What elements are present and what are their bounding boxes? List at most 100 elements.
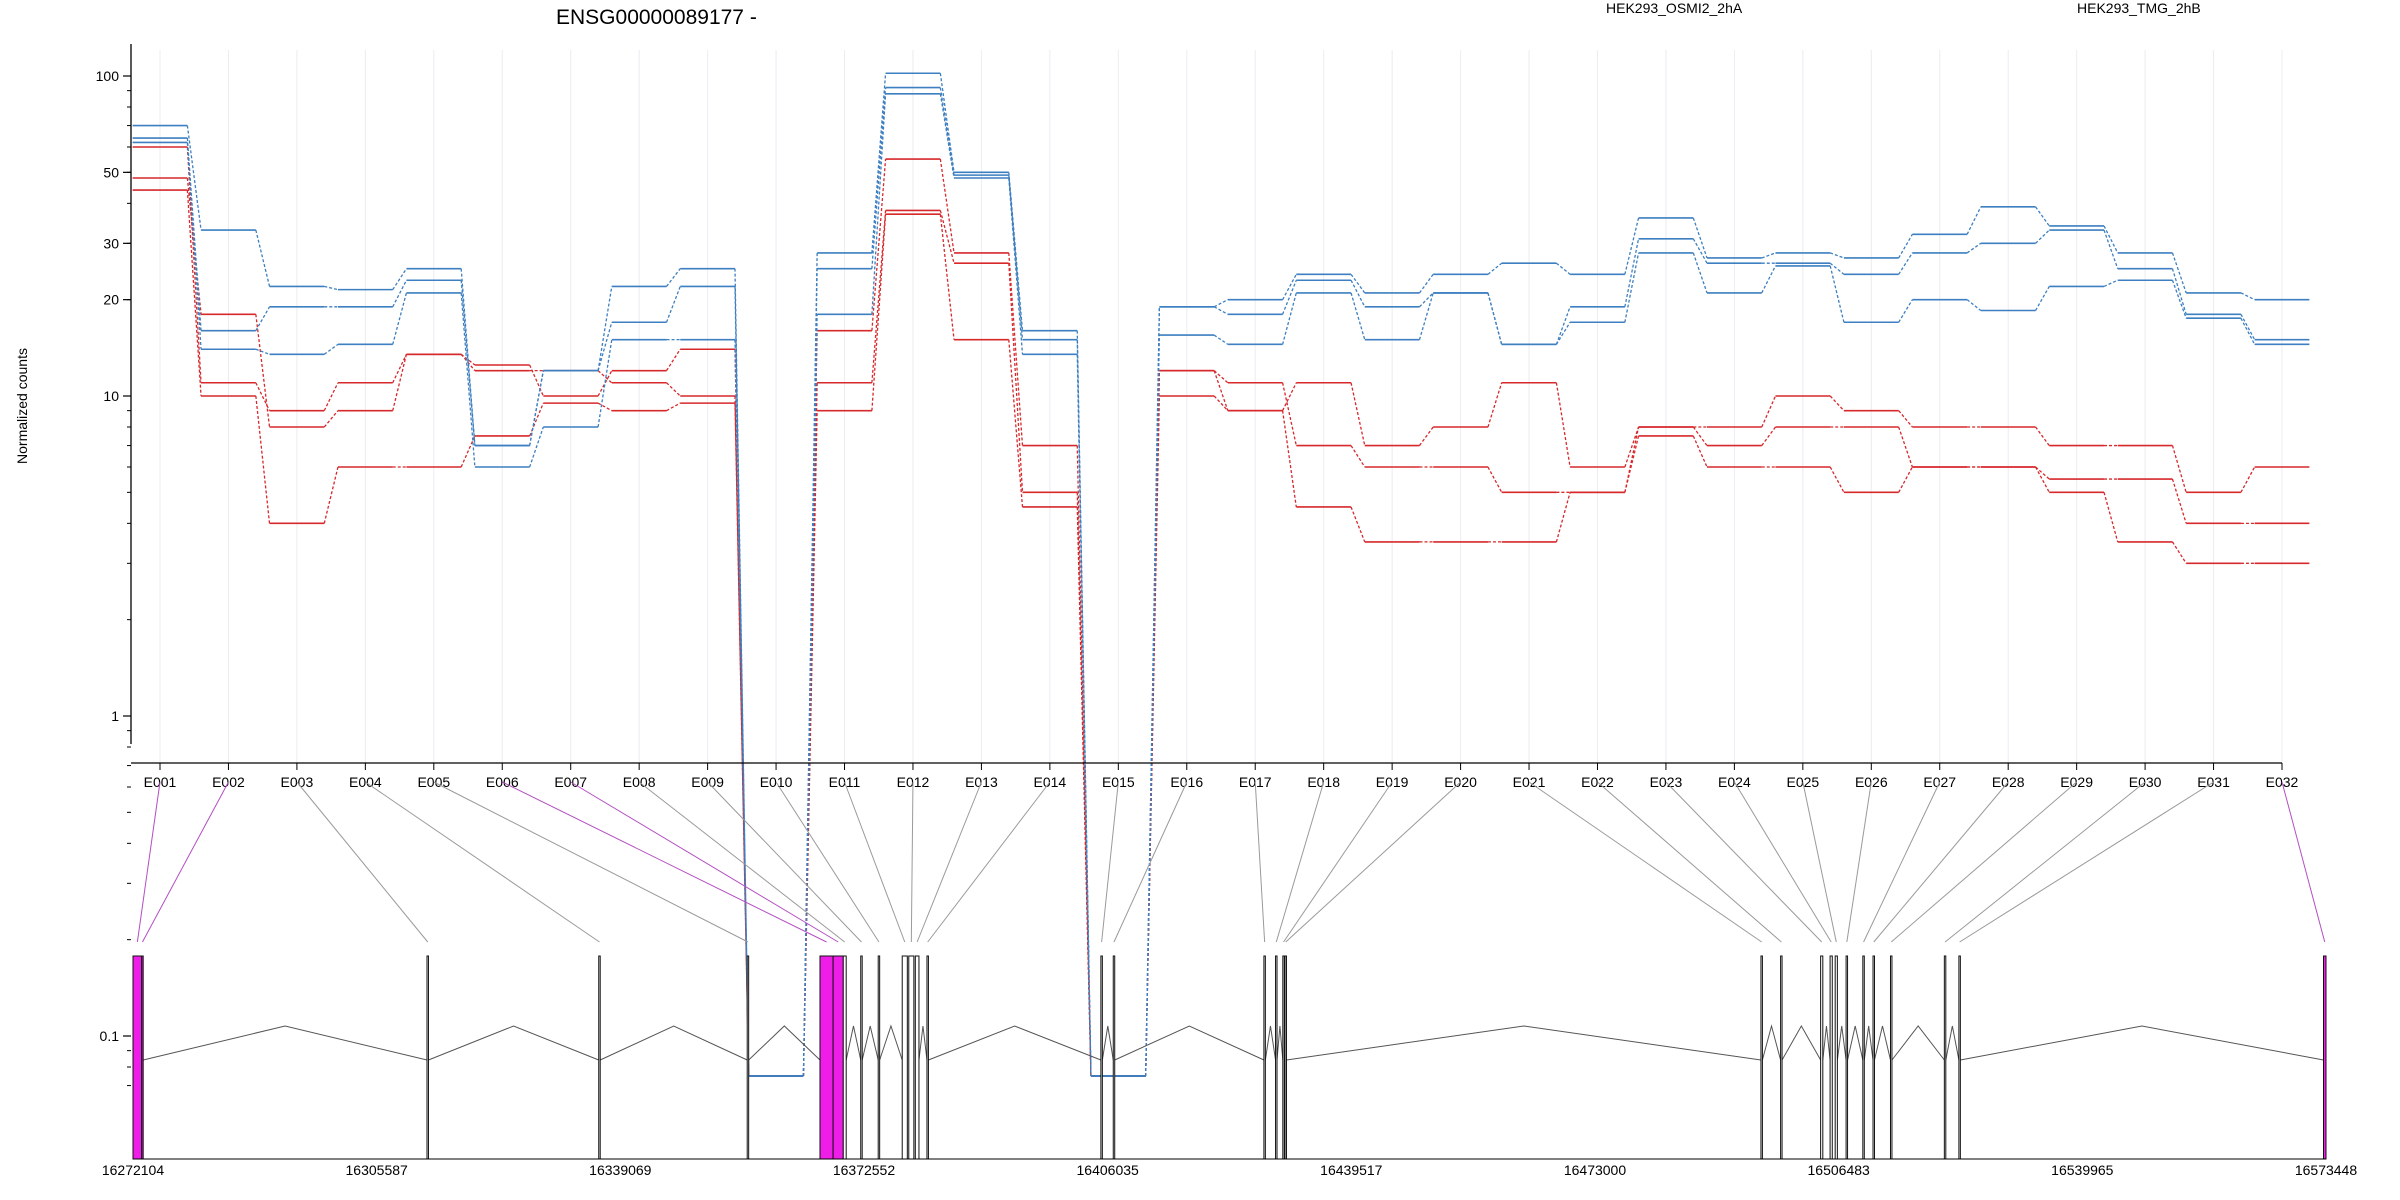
y-tick-label: 100 — [96, 68, 120, 84]
transition-segment — [1281, 410, 1297, 508]
transition-segment — [2103, 229, 2119, 269]
series-red-2 — [132, 177, 2310, 1077]
connector-e023 — [1665, 781, 1823, 943]
series-blue-4 — [132, 72, 2310, 1077]
x-tick-label-e029: E029 — [2060, 774, 2093, 790]
transition-segment — [1418, 292, 1434, 340]
transition-segment — [871, 87, 887, 269]
transition-segment — [1008, 252, 1024, 446]
transition-segment — [2103, 492, 2119, 543]
genomic-tick-label: 16372552 — [833, 1162, 896, 1178]
transition-segment — [2171, 280, 2187, 319]
intron-e015-e016 — [1101, 1025, 1114, 1061]
exon-box-e022 — [1780, 955, 1783, 1160]
transition-segment — [2103, 279, 2118, 288]
transition-segment — [255, 348, 270, 355]
exon-box-e010 — [877, 955, 881, 1160]
connector-e017 — [1254, 781, 1266, 943]
y-axis-label: Normalized counts — [14, 348, 30, 464]
transition-segment — [1898, 299, 1913, 323]
transition-segment — [2240, 314, 2256, 340]
x-tick-label-e014: E014 — [1034, 774, 1067, 790]
transition-segment — [734, 339, 750, 1076]
transition-segment — [1966, 206, 1982, 235]
transition-segment — [597, 339, 613, 428]
transition-segment — [1761, 252, 1776, 259]
transition-segment — [2035, 229, 2050, 244]
transition-segment — [255, 314, 271, 428]
transition-segment — [871, 73, 887, 253]
intron-e025-e026 — [1836, 1025, 1847, 1061]
transition-segment — [665, 286, 681, 323]
x-tick-label-e018: E018 — [1307, 774, 1340, 790]
intron-e018-e019 — [1276, 1025, 1284, 1061]
transition-segment — [2240, 317, 2256, 345]
transition-segment — [939, 214, 955, 340]
intron-e030-e031 — [1945, 1025, 1960, 1061]
connector-e004 — [365, 781, 600, 943]
connector-e002 — [142, 781, 229, 943]
transition-segment — [1966, 242, 1982, 254]
exon-box-e018 — [1275, 955, 1278, 1160]
exon-box-e019 — [1282, 955, 1285, 1160]
transition-segment — [1213, 370, 1229, 411]
transition-segment — [460, 280, 476, 446]
exon-box-e005 — [746, 955, 750, 1160]
connector-e014 — [927, 781, 1051, 943]
transition-segment — [2035, 466, 2050, 480]
intron-e013-e014 — [918, 1025, 928, 1061]
intron-e008-e009 — [845, 1025, 862, 1061]
connector-e013 — [916, 781, 982, 943]
transition-segment — [2171, 268, 2187, 315]
transition-segment — [665, 348, 681, 372]
transition-segment — [597, 286, 613, 371]
transition-segment — [460, 292, 476, 468]
exon-box-e002 — [141, 955, 144, 1160]
connector-e015 — [1101, 781, 1119, 943]
transition-segment — [597, 370, 613, 397]
exon-box-e017 — [1263, 955, 1266, 1160]
legend-label-tmg: HEK293_TMG_2hB — [2077, 0, 2201, 16]
exon-box-e029 — [1889, 955, 1893, 1160]
transition-segment — [1281, 292, 1297, 345]
transition-segment — [802, 314, 818, 1076]
exon-box-e027 — [1862, 955, 1865, 1160]
transition-segment — [2171, 541, 2187, 564]
transition-segment — [1487, 466, 1503, 493]
transition-segment — [186, 146, 202, 383]
connector-e005 — [433, 781, 749, 943]
transition-segment — [1076, 339, 1092, 1076]
plot-series-lines — [132, 72, 2310, 1077]
intron-e004-e005 — [599, 1025, 748, 1061]
connector-e011 — [844, 781, 906, 943]
transition-segment — [1282, 274, 1297, 300]
transition-segment — [939, 158, 955, 254]
transition-segment — [1350, 273, 1366, 294]
exon-connector-lines — [136, 781, 2326, 943]
x-tick-label-e028: E028 — [1992, 774, 2025, 790]
transition-segment — [939, 87, 955, 176]
genomic-tick-label: 16539965 — [2051, 1162, 2114, 1178]
x-tick-label-e013: E013 — [965, 774, 998, 790]
genomic-tick-label: 16473000 — [1564, 1162, 1627, 1178]
legend-label-osmi2: HEK293_OSMI2_2hA — [1606, 0, 1743, 16]
intron-e016-e017 — [1114, 1025, 1265, 1061]
transition-segment — [1213, 334, 1229, 345]
exon-box-e004 — [598, 955, 601, 1160]
transition-segment — [1624, 238, 1640, 307]
intron-e031-e032 — [1960, 1025, 2324, 1061]
transition-segment — [666, 268, 681, 287]
transition-segment — [186, 190, 202, 397]
intron-e003-e004 — [428, 1025, 599, 1061]
transition-segment — [2171, 252, 2187, 294]
series-blue-5 — [132, 86, 2310, 1077]
transition-segment — [255, 229, 271, 287]
exon-box-e013 — [914, 955, 920, 1160]
intron-e023-e024 — [1822, 1025, 1831, 1061]
x-tick-label-e019: E019 — [1376, 774, 1409, 790]
intron-e009-e010 — [861, 1025, 879, 1061]
transition-segment — [1350, 445, 1366, 468]
connector-e031 — [1959, 781, 2214, 943]
transition-segment — [392, 279, 408, 308]
